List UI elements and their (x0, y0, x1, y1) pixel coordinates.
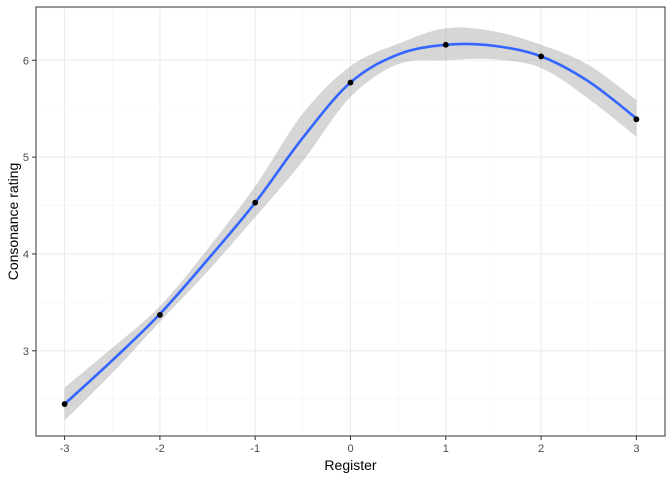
x-tick-label: 2 (538, 443, 544, 455)
x-tick-label: 0 (347, 443, 353, 455)
y-tick-label: 3 (23, 346, 29, 358)
confidence-band (64, 27, 637, 421)
x-tick-label: 1 (443, 443, 449, 455)
x-tick-label: -1 (250, 443, 260, 455)
y-tick-label: 6 (23, 55, 29, 67)
x-axis-ticks: -3 -2 -1 0 1 2 3 (60, 436, 639, 455)
data-point (633, 116, 640, 123)
data-point (538, 53, 545, 60)
x-tick-label: 3 (633, 443, 639, 455)
y-tick-label: 5 (23, 152, 29, 164)
data-point (61, 401, 68, 407)
data-point (347, 79, 354, 86)
y-axis-ticks: 3 4 5 6 (23, 55, 36, 358)
x-tick-label: -3 (60, 443, 70, 455)
y-tick-label: 4 (23, 249, 29, 261)
data-points (61, 41, 640, 407)
major-gridlines (36, 7, 665, 436)
x-axis-title: Register (324, 457, 376, 473)
x-tick-label: -2 (155, 443, 165, 455)
y-axis-title: Consonance rating (5, 163, 21, 281)
data-point (252, 199, 259, 206)
data-point (156, 312, 163, 318)
data-point (442, 41, 449, 48)
